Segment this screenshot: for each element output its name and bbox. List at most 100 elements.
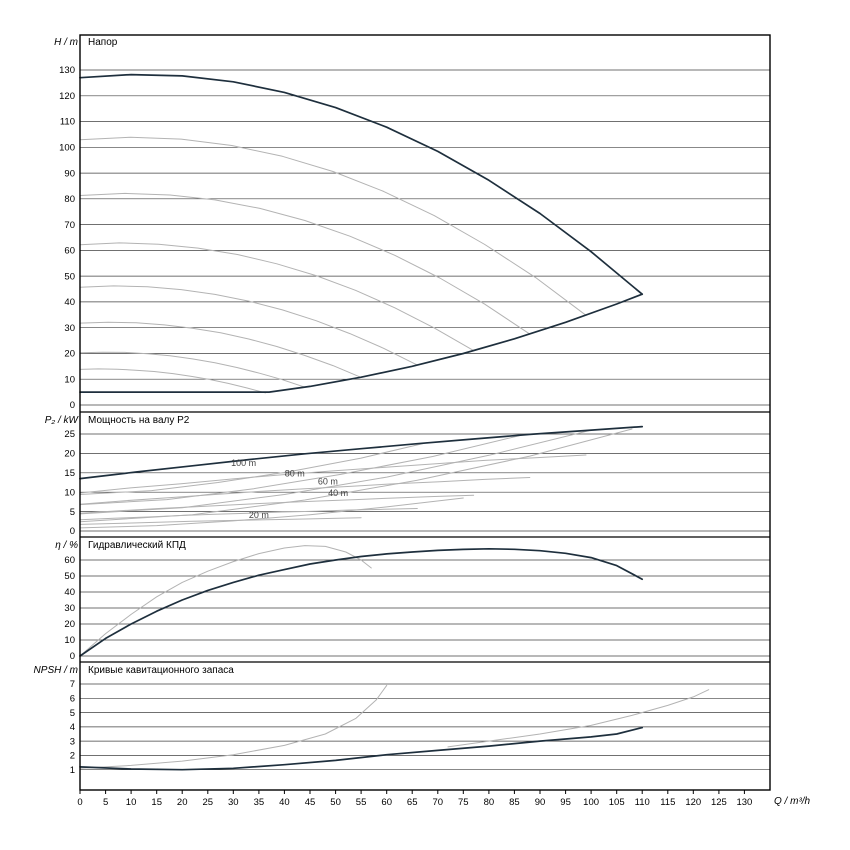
y-tick-label: 20 <box>64 619 75 630</box>
y-tick-label: 0 <box>70 526 75 537</box>
x-tick-label: 95 <box>560 797 571 808</box>
series-head-speed-33 <box>79 368 266 394</box>
y-tick-label: 7 <box>70 679 75 690</box>
panel-npsh: 1 2 3 4 5 6 7 <box>70 679 770 776</box>
y-tick-label: 60 <box>64 246 75 257</box>
series-efficiency-efficiency-reduced-speed <box>79 545 372 657</box>
series-power-power-head-20m <box>79 497 464 529</box>
series-head-speed-60 <box>79 285 418 366</box>
x-tick-label: 35 <box>254 797 265 808</box>
series-power-power-head-60m <box>79 429 592 515</box>
panel-efficiency: 0 10 20 30 40 50 60 <box>64 545 770 662</box>
y-tick-label: 0 <box>70 651 75 662</box>
y-tick-label: 10 <box>64 374 75 385</box>
y-tick-label: 50 <box>64 571 75 582</box>
y-tick-label: 20 <box>64 349 75 360</box>
y-tick-label: 25 <box>64 429 75 440</box>
efficiency-axis-label: η / % <box>55 540 78 551</box>
x-tick-label: 105 <box>609 797 625 808</box>
y-tick-label: 0 <box>70 400 75 411</box>
series-npsh-npsh-main <box>79 726 644 771</box>
x-tick-label: 120 <box>685 797 701 808</box>
y-tick-label: 1 <box>70 765 75 776</box>
series-head-envelope-bottom <box>79 293 644 393</box>
curve-label: 100 m <box>231 458 256 468</box>
y-tick-label: 60 <box>64 555 75 566</box>
series-npsh-npsh-aux-right <box>447 689 710 748</box>
series-power-power-speed-50 <box>79 517 362 525</box>
curve-label: 80 m <box>285 469 305 479</box>
y-tick-label: 40 <box>64 587 75 598</box>
y-tick-label: 5 <box>70 507 75 518</box>
x-tick-label: 30 <box>228 797 239 808</box>
y-tick-label: 15 <box>64 468 75 479</box>
y-tick-label: 6 <box>70 694 75 705</box>
y-tick-label: 3 <box>70 736 75 747</box>
x-tick-label: 0 <box>77 797 82 808</box>
x-tick-label: 90 <box>535 797 546 808</box>
series-npsh-npsh-aux-left <box>79 684 388 769</box>
series-efficiency-efficiency-max-speed <box>79 547 644 657</box>
series-power-power-speed-80 <box>79 477 531 505</box>
panel-power: 0 5 10 15 20 25 100 m 80 m 60 m 40 m 20 m <box>64 425 770 537</box>
x-tick-label: 110 <box>635 797 650 808</box>
y-tick-label: 50 <box>64 271 75 282</box>
x-tick-label: 65 <box>407 797 418 808</box>
x-tick-label: 100 <box>583 797 599 808</box>
x-tick-label: 40 <box>279 797 290 808</box>
curve-label: 40 m <box>328 488 348 498</box>
x-tick-label: 25 <box>203 797 214 808</box>
x-tick-label: 60 <box>381 797 392 808</box>
y-tick-label: 10 <box>64 635 75 646</box>
x-tick-label: 80 <box>484 797 495 808</box>
x-axis: 0 5 10 15 20 25 30 35 40 45 50 55 60 65 70 75 80 85 90 95 10… <box>77 790 752 808</box>
series-head-speed-40 <box>79 351 306 388</box>
x-axis-label: Q / m³/h <box>774 796 811 807</box>
y-tick-label: 30 <box>64 323 75 334</box>
series-power-power-speed-70 <box>79 494 475 514</box>
curve-label: 20 m <box>249 510 269 520</box>
y-tick-label: 5 <box>70 708 75 719</box>
x-tick-label: 115 <box>660 797 675 808</box>
y-tick-label: 110 <box>60 117 75 128</box>
x-tick-label: 20 <box>177 797 188 808</box>
series-head-speed-90 <box>79 136 587 316</box>
x-tick-label: 50 <box>330 797 341 808</box>
y-tick-label: 120 <box>59 91 75 102</box>
x-tick-label: 85 <box>509 797 520 808</box>
x-tick-label: 75 <box>458 797 469 808</box>
y-tick-label: 10 <box>64 487 75 498</box>
x-tick-label: 5 <box>103 797 108 808</box>
x-tick-label: 55 <box>356 797 367 808</box>
y-tick-label: 80 <box>64 194 75 205</box>
series-power-power-head-80m <box>79 435 521 506</box>
panel-head: 0 10 20 30 40 50 60 70 80 90 100 110 120 130 <box>59 65 770 411</box>
head-axis-label: H / m <box>54 37 78 48</box>
y-tick-label: 100 <box>59 143 75 154</box>
y-tick-label: 70 <box>64 220 75 231</box>
npsh-axis-label: NPSH / m <box>33 665 78 676</box>
y-tick-label: 30 <box>64 603 75 614</box>
series-power-power-head-100m <box>79 442 429 495</box>
x-tick-label: 15 <box>151 797 162 808</box>
x-tick-label: 125 <box>711 797 727 808</box>
series-power-power-max-speed <box>79 425 644 480</box>
x-tick-label: 45 <box>305 797 316 808</box>
series-head-speed-80 <box>79 192 531 335</box>
y-tick-label: 20 <box>64 449 75 460</box>
curve-label: 60 m <box>318 476 338 486</box>
series-power-power-head-40m <box>79 428 633 523</box>
plot-frame <box>79 34 771 791</box>
series-head-envelope-top <box>79 73 644 296</box>
x-tick-label: 70 <box>433 797 444 808</box>
power-axis-label: P₂ / kW <box>44 415 78 426</box>
series-head-speed-50 <box>79 321 362 378</box>
x-tick-label: 10 <box>126 797 137 808</box>
series-head-speed-70 <box>79 242 475 352</box>
y-tick-label: 2 <box>70 751 75 762</box>
y-tick-label: 4 <box>70 722 75 733</box>
power-panel-title: Мощность на валу P2 <box>88 415 190 426</box>
efficiency-panel-title: Гидравлический КПД <box>88 540 186 551</box>
y-tick-label: 130 <box>59 65 75 76</box>
